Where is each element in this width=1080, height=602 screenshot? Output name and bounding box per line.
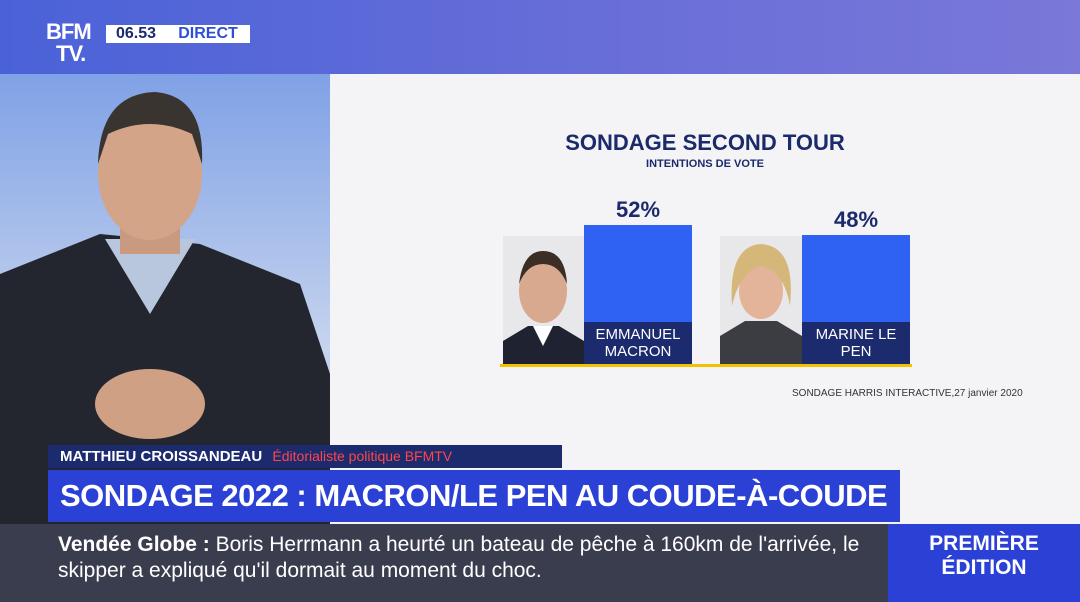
- photo-macron: [503, 236, 584, 365]
- ticker-body: Boris Herrmann a heurté un bateau de pêc…: [58, 533, 860, 582]
- chart-title: SONDAGE SECOND TOUR: [565, 130, 845, 155]
- chart-subtitle: INTENTIONS DE VOTE: [646, 158, 764, 170]
- logo-top: BFM: [46, 19, 92, 44]
- live-badge: DIRECT: [166, 25, 250, 43]
- value-label: 52%: [615, 196, 661, 222]
- category-label: EMMANUEL MACRON: [584, 322, 692, 365]
- category-label: MARINE LE PEN: [802, 322, 910, 365]
- value-label: 48%: [833, 207, 879, 233]
- presenter-role: Éditorialiste politique BFMTV: [272, 448, 453, 464]
- presenter-name: MATTHIEU CROISSANDEAU: [60, 448, 263, 465]
- ticker-text: Vendée Globe : Boris Herrmann a heurté u…: [58, 532, 878, 584]
- baseline: [500, 364, 912, 367]
- ticker-label: Vendée Globe :: [58, 533, 210, 556]
- ticker: [0, 524, 888, 602]
- chart-source: SONDAGE HARRIS INTERACTIVE,27 janvier 20…: [792, 388, 1023, 399]
- logo-bottom: TV.: [56, 41, 86, 66]
- time: 06.53: [106, 25, 166, 43]
- program-badge: PREMIÈRE ÉDITION: [888, 524, 1080, 602]
- photo-le-pen: [720, 236, 802, 365]
- headline: SONDAGE 2022 : MACRON/LE PEN AU COUDE-À-…: [48, 470, 900, 522]
- name-bar: MATTHIEU CROISSANDEAU Éditorialiste poli…: [48, 445, 562, 468]
